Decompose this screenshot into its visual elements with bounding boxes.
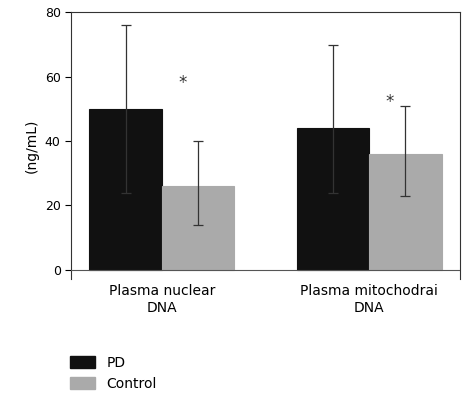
Bar — [89, 109, 162, 270]
Text: *: * — [178, 74, 187, 92]
Y-axis label: (ng/mL): (ng/mL) — [25, 119, 39, 173]
Bar — [369, 154, 442, 270]
Bar — [162, 186, 234, 270]
Text: *: * — [386, 93, 394, 111]
Bar — [297, 128, 369, 270]
Legend: PD, Control: PD, Control — [70, 356, 157, 391]
